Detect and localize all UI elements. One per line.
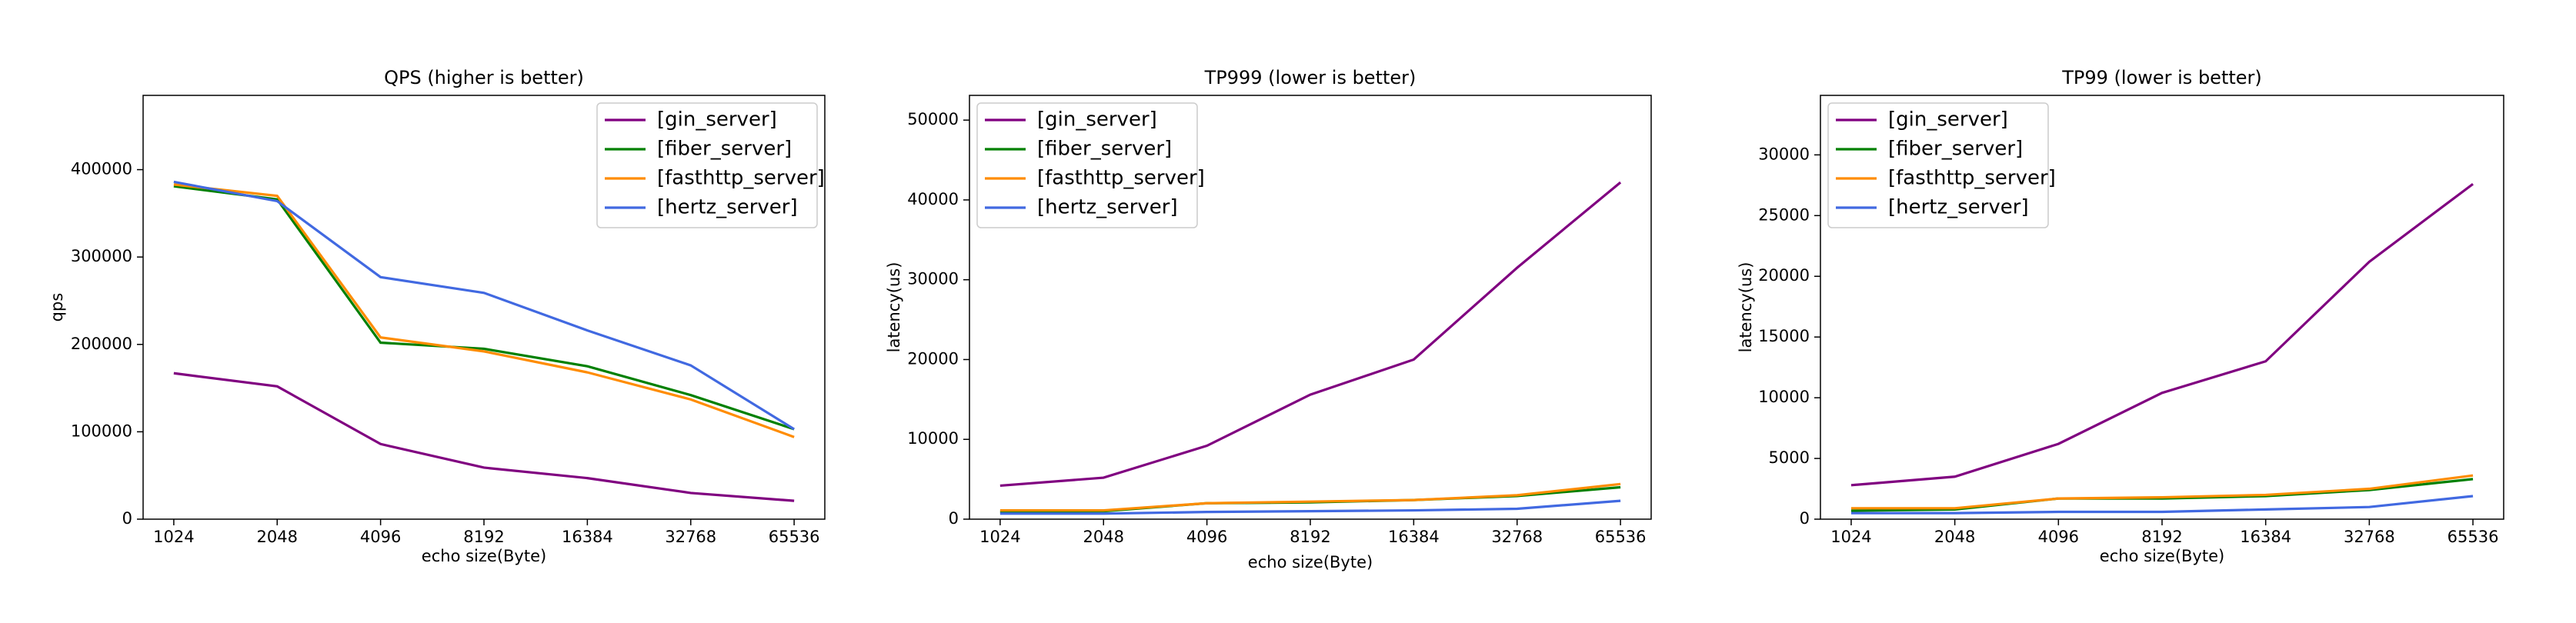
y-tick-label: 50000	[907, 110, 959, 128]
legend-label: [fiber_server]	[1888, 138, 2023, 161]
legend-label: [hertz_server]	[1888, 196, 2029, 219]
x-axis-label: echo size(Byte)	[422, 547, 546, 565]
plot-frame	[1820, 95, 2504, 520]
y-tick-label: 10000	[907, 429, 959, 448]
legend-label: [fasthttp_server]	[657, 167, 825, 190]
legend: [gin_server] [fiber_server] [fasthttp_serv…	[596, 102, 825, 228]
series-line	[173, 180, 795, 431]
x-tick-label: 1024	[1830, 528, 1871, 546]
y-tick-label: 30000	[1758, 145, 1810, 163]
x-tick-label: 16384	[562, 528, 613, 546]
x-tick-label: 32768	[2344, 528, 2395, 546]
y-axis-label: latency(us)	[885, 262, 903, 353]
x-axis-label: echo size(Byte)	[1248, 553, 1373, 571]
chart-title: TP999 (lower is better)	[1204, 67, 1416, 88]
y-tick-label: 10000	[1758, 388, 1810, 406]
y-tick-label: 15000	[1758, 327, 1810, 345]
legend-label: [gin_server]	[1888, 108, 2008, 132]
legend-label: [fiber_server]	[1037, 138, 1172, 161]
x-tick-label: 65536	[1595, 528, 1647, 546]
plot-frame	[969, 95, 1652, 520]
x-axis-label: echo size(Byte)	[2100, 547, 2224, 565]
x-tick-label: 65536	[2448, 528, 2499, 546]
plot-frame	[142, 95, 826, 520]
legend-box	[976, 102, 1198, 228]
x-tick-label: 32768	[665, 528, 716, 546]
x-tick-label: 4096	[1186, 528, 1227, 546]
y-tick-label: 25000	[1758, 205, 1810, 224]
x-tick-label: 16384	[2240, 528, 2291, 546]
series-line	[999, 499, 1621, 515]
series-line	[999, 181, 1622, 488]
series-line	[1850, 495, 2474, 515]
series-line	[1850, 474, 2474, 510]
x-tick-label: 1024	[153, 528, 194, 546]
legend-label: [fiber_server]	[657, 138, 792, 161]
legend-box	[1827, 102, 2049, 228]
x-tick-label: 1024	[979, 528, 1020, 546]
y-tick-label: 0	[949, 509, 959, 528]
y-tick-label: 30000	[907, 270, 959, 288]
legend-label: [hertz_server]	[1037, 196, 1178, 219]
y-tick-label: 400000	[71, 160, 132, 178]
legend: [gin_server] [fiber_server] [fasthttp_serv…	[1827, 102, 2056, 228]
x-tick-label: 4096	[360, 528, 401, 546]
legend-label: [hertz_server]	[657, 196, 798, 219]
y-axis-label: latency(us)	[1737, 262, 1755, 353]
x-tick-label: 8192	[2141, 528, 2182, 546]
x-tick-label: 2048	[1083, 528, 1124, 546]
legend-label: [gin_server]	[1037, 108, 1157, 132]
series-line	[173, 185, 795, 431]
y-axis-label: qps	[48, 293, 66, 322]
y-tick-label: 20000	[907, 349, 959, 368]
legend-label: [fasthttp_server]	[1037, 167, 1205, 190]
y-tick-label: 5000	[1769, 448, 1810, 467]
legend-label: [gin_server]	[657, 108, 777, 132]
x-tick-label: 2048	[257, 528, 298, 546]
y-tick-label: 200000	[71, 335, 132, 353]
y-tick-label: 20000	[1758, 266, 1810, 285]
series-line	[173, 183, 795, 438]
series-line	[1850, 182, 2474, 487]
x-tick-label: 2048	[1934, 528, 1975, 546]
chart-title: TP99 (lower is better)	[2061, 67, 2262, 88]
legend-box	[596, 102, 818, 228]
series-line	[999, 482, 1621, 512]
y-tick-label: 40000	[907, 190, 959, 208]
y-tick-label: 300000	[71, 247, 132, 265]
y-tick-label: 100000	[71, 421, 132, 440]
x-tick-label: 8192	[1290, 528, 1330, 546]
legend: [gin_server] [fiber_server] [fasthttp_serv…	[976, 102, 1205, 228]
x-tick-label: 4096	[2038, 528, 2079, 546]
chart-title: QPS (higher is better)	[384, 67, 584, 88]
y-tick-label: 0	[122, 509, 132, 528]
series-line	[173, 371, 795, 502]
x-tick-label: 65536	[769, 528, 820, 546]
x-tick-label: 16384	[1388, 528, 1440, 546]
legend-label: [fasthttp_server]	[1888, 167, 2056, 190]
x-tick-label: 32768	[1491, 528, 1543, 546]
y-tick-label: 0	[1800, 509, 1810, 528]
x-tick-label: 8192	[463, 528, 504, 546]
